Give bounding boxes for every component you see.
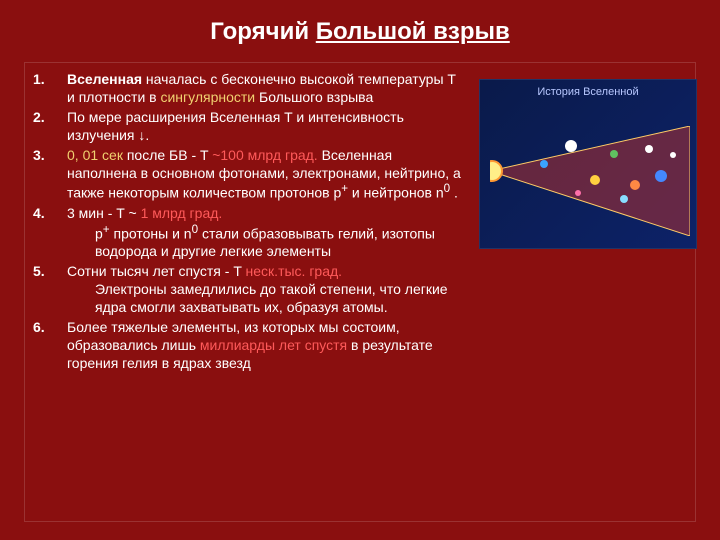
item-text: Сотни тысяч лет спустя - T неск.тыс. гра… <box>67 263 463 317</box>
item-number: 5. <box>33 263 67 317</box>
item-text: По мере расширения Вселенная T и интенси… <box>67 109 463 145</box>
numbered-list: 1.Вселенная началась с бесконечно высоко… <box>33 71 463 373</box>
universe-history-diagram: История Вселенной <box>479 79 697 249</box>
galaxy-dot <box>565 140 577 152</box>
item-text: 3 мин - T ~ 1 млрд град.p+ протоны и n0 … <box>67 205 463 261</box>
list-item: 5.Сотни тысяч лет спустя - T неск.тыс. г… <box>33 263 463 317</box>
galaxy-dot <box>590 175 600 185</box>
slide-root: Горячий Большой взрыв 1.Вселенная начала… <box>0 0 720 540</box>
item-subtext: p+ протоны и n0 стали образовывать гелий… <box>67 223 463 261</box>
item-text: Более тяжелые элементы, из которых мы со… <box>67 319 463 373</box>
image-column: История Вселенной <box>479 71 697 513</box>
item-number: 3. <box>33 147 67 203</box>
content-row: 1.Вселенная началась с бесконечно высоко… <box>24 62 696 522</box>
list-item: 3.0, 01 сек после БВ - T ~100 млрд град.… <box>33 147 463 203</box>
title-plain: Горячий <box>210 18 316 45</box>
list-item: 2.По мере расширения Вселенная T и интен… <box>33 109 463 145</box>
item-text: 0, 01 сек после БВ - T ~100 млрд град. В… <box>67 147 463 203</box>
list-column: 1.Вселенная началась с бесконечно высоко… <box>33 71 463 513</box>
galaxy-dot <box>610 150 618 158</box>
title-underlined: Большой взрыв <box>316 18 510 45</box>
item-number: 6. <box>33 319 67 373</box>
item-number: 2. <box>33 109 67 145</box>
galaxy-dot <box>655 170 667 182</box>
galaxy-dot <box>630 180 640 190</box>
galaxy-dot <box>575 190 581 196</box>
item-number: 1. <box>33 71 67 107</box>
item-subtext: Электроны замедлились до такой степени, … <box>67 281 463 317</box>
list-item: 4.3 мин - T ~ 1 млрд град.p+ протоны и n… <box>33 205 463 261</box>
diagram-caption: История Вселенной <box>480 86 696 98</box>
list-item: 6.Более тяжелые элементы, из которых мы … <box>33 319 463 373</box>
slide-title: Горячий Большой взрыв <box>24 18 696 46</box>
galaxy-dot <box>540 160 548 168</box>
galaxy-dot <box>645 145 653 153</box>
galaxy-dot <box>620 195 628 203</box>
item-number: 4. <box>33 205 67 261</box>
galaxy-dot <box>670 152 676 158</box>
item-text: Вселенная началась с бесконечно высокой … <box>67 71 463 107</box>
list-item: 1.Вселенная началась с бесконечно высоко… <box>33 71 463 107</box>
